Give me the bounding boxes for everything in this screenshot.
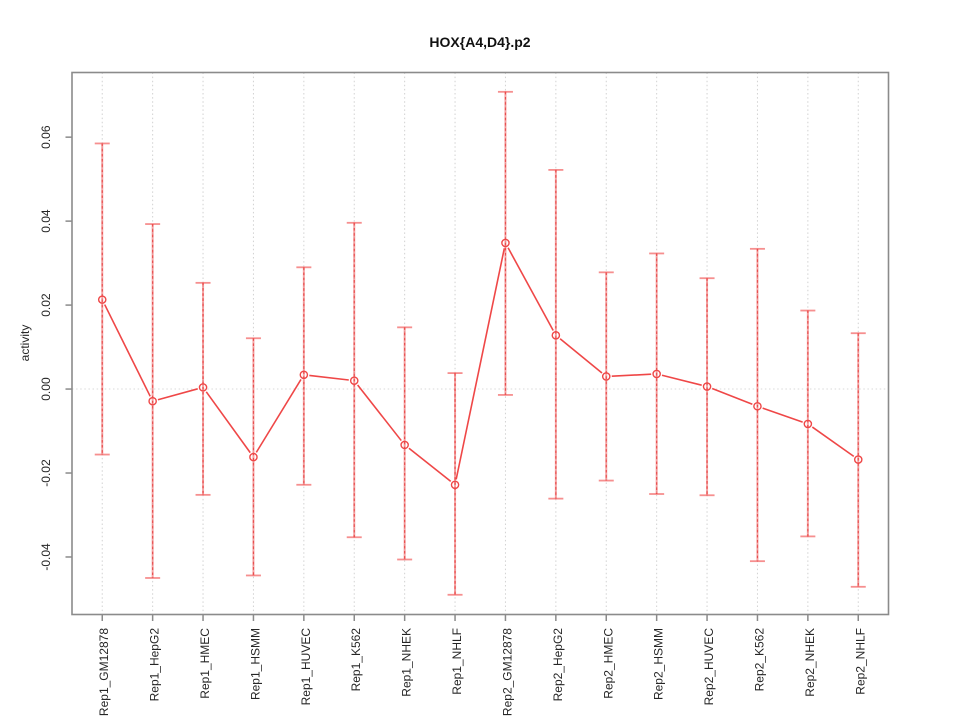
x-tick-label: Rep1_NHLF: [450, 628, 464, 695]
y-tick-label: 0.04: [39, 209, 53, 233]
x-tick-label: Rep2_GM12878: [500, 628, 514, 716]
data-point: [652, 369, 661, 379]
x-tick-label: Rep1_K562: [349, 628, 363, 692]
series-segment: [408, 447, 452, 482]
x-tick-label: Rep2_HUVEC: [702, 628, 716, 706]
data-point: [853, 455, 863, 464]
series-segment: [357, 384, 402, 442]
x-tick-label: Rep2_HepG2: [551, 628, 565, 702]
data-point: [702, 382, 712, 391]
x-tick-label: Rep1_HUVEC: [299, 628, 313, 706]
series-segment: [205, 391, 251, 454]
x-tick-label: Rep2_K562: [752, 628, 766, 692]
data-point: [299, 370, 309, 380]
series-segment: [157, 388, 198, 401]
y-tick-label: 0.02: [39, 293, 53, 317]
x-tick-label: Rep1_HepG2: [148, 628, 162, 702]
y-tick-label: -0.04: [39, 543, 53, 571]
series-segment: [559, 338, 603, 374]
series-segment: [762, 407, 803, 423]
series-segment: [661, 374, 702, 386]
data-point: [753, 401, 762, 411]
series-segment: [255, 379, 302, 453]
data-point: [148, 396, 157, 406]
x-tick-label: Rep2_HMEC: [601, 628, 615, 699]
x-tick-label: Rep1_HMEC: [198, 628, 212, 699]
series-segment: [711, 387, 753, 406]
x-tick-label: Rep2_NHEK: [803, 628, 817, 697]
y-tick-label: -0.02: [39, 459, 53, 487]
chart-title: HOX{A4,D4}.p2: [429, 34, 530, 50]
data-point: [551, 331, 561, 340]
data-point: [249, 452, 258, 462]
data-point: [97, 295, 107, 304]
series-segment: [455, 248, 506, 480]
x-tick-label: Rep2_NHLF: [853, 628, 867, 695]
x-tick-label: Rep2_HSMM: [652, 628, 666, 700]
x-tick-label: Rep1_NHEK: [400, 628, 414, 697]
data-point: [198, 383, 208, 392]
data-layer: [94, 90, 866, 596]
series-segment: [611, 373, 652, 377]
frame-layer: [65, 71, 890, 621]
series-segment: [103, 304, 151, 397]
data-point: [349, 376, 359, 385]
plot-box: [71, 71, 890, 616]
series-segment: [507, 247, 554, 331]
label-layer: -0.04 -0.02 0.00 0.02 0.04 0.06 Rep1_GM12878 Re…: [39, 125, 867, 716]
y-tick-label: 0.06: [39, 125, 53, 149]
y-axis-title: activity: [18, 325, 32, 362]
data-point: [601, 372, 611, 381]
data-point: [450, 480, 460, 490]
series-segment: [309, 374, 349, 381]
y-tick-label: 0.00: [39, 377, 53, 401]
x-tick-label: Rep1_GM12878: [97, 628, 111, 716]
series-segment: [811, 426, 855, 458]
data-point: [803, 419, 813, 429]
data-point: [501, 238, 510, 248]
data-point: [400, 440, 409, 450]
grid-layer: [72, 72, 889, 615]
x-tick-label: Rep1_HSMM: [248, 628, 262, 700]
